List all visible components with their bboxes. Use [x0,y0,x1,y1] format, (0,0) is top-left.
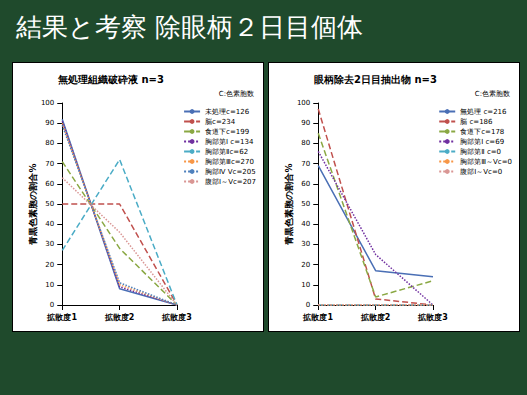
svg-text:眼柄除去2日目抽出物 n=3: 眼柄除去2日目抽出物 n=3 [314,74,437,85]
svg-text:90: 90 [45,119,54,127]
svg-text:拡散度1: 拡散度1 [302,312,333,322]
svg-text:40: 40 [301,220,310,228]
svg-text:20: 20 [45,261,54,269]
svg-text:50: 50 [301,200,310,208]
svg-text:拡散度2: 拡散度2 [104,312,135,322]
svg-text:C:色素胞数: C:色素胞数 [219,90,254,98]
svg-text:青黒色素胞の割合%: 青黒色素胞の割合% [28,163,38,245]
html-text:結果と考察 除眼柄２日目個体: 結果と考察 除眼柄２日目個体 [16,12,364,42]
svg-text:拡散度3: 拡散度3 [417,312,448,322]
svg-text:0: 0 [306,301,310,309]
svg-text:10: 10 [301,281,310,289]
svg-text:80: 80 [301,139,310,147]
svg-text:20: 20 [301,261,310,269]
svg-text:拡散度1: 拡散度1 [46,312,77,322]
svg-text:腹部Ⅰ～Ⅴc=0: 腹部Ⅰ～Ⅴc=0 [460,168,502,176]
svg-text:40: 40 [45,220,54,228]
svg-text:60: 60 [45,180,54,188]
svg-text:無処理組織破砕液 n=3: 無処理組織破砕液 n=3 [57,74,164,85]
svg-text:青黒色素胞の割合%: 青黒色素胞の割合% [284,163,294,245]
svg-text:60: 60 [301,180,310,188]
svg-text:拡散度3: 拡散度3 [161,312,192,322]
svg-text:50: 50 [45,200,54,208]
svg-text:未処理c=126: 未処理c=126 [205,108,250,116]
svg-text:食道下c=199: 食道下c=199 [205,128,249,136]
svg-text:70: 70 [301,160,310,168]
svg-text:胸部Ⅳ Ⅴc=205: 胸部Ⅳ Ⅴc=205 [205,168,256,176]
svg-text:80: 80 [45,139,54,147]
svg-text:10: 10 [45,281,54,289]
svg-text:胸部第Ⅲ～Ⅴc=0: 胸部第Ⅲ～Ⅴc=0 [460,158,512,166]
svg-text:30: 30 [45,240,54,248]
svg-text:30: 30 [301,240,310,248]
svg-text:脳 c=186: 脳 c=186 [460,118,493,126]
svg-text:胸部第Ⅲc=270: 胸部第Ⅲc=270 [205,158,254,166]
svg-text:C:色素胞数: C:色素胞数 [475,90,510,98]
svg-text:0: 0 [50,301,54,309]
svg-text:食道下c=178: 食道下c=178 [460,128,504,136]
svg-text:胸部第Ⅱ c=0: 胸部第Ⅱ c=0 [460,148,501,156]
svg-text:70: 70 [45,160,54,168]
svg-text:無処理 c=216: 無処理 c=216 [460,108,507,116]
svg-text:胸部第Ⅰ c=69: 胸部第Ⅰ c=69 [460,138,504,146]
svg-text:90: 90 [301,119,310,127]
svg-text:胸部第Ⅱc=62: 胸部第Ⅱc=62 [205,148,248,156]
svg-text:胸部第Ⅰ c=134: 胸部第Ⅰ c=134 [205,138,254,146]
svg-text:拡散度2: 拡散度2 [360,312,391,322]
svg-text:100: 100 [41,99,54,107]
svg-text:脳c=234: 脳c=234 [205,118,236,126]
svg-text:腹部Ⅰ～Ⅴc=207: 腹部Ⅰ～Ⅴc=207 [205,178,256,186]
svg-text:100: 100 [297,99,310,107]
